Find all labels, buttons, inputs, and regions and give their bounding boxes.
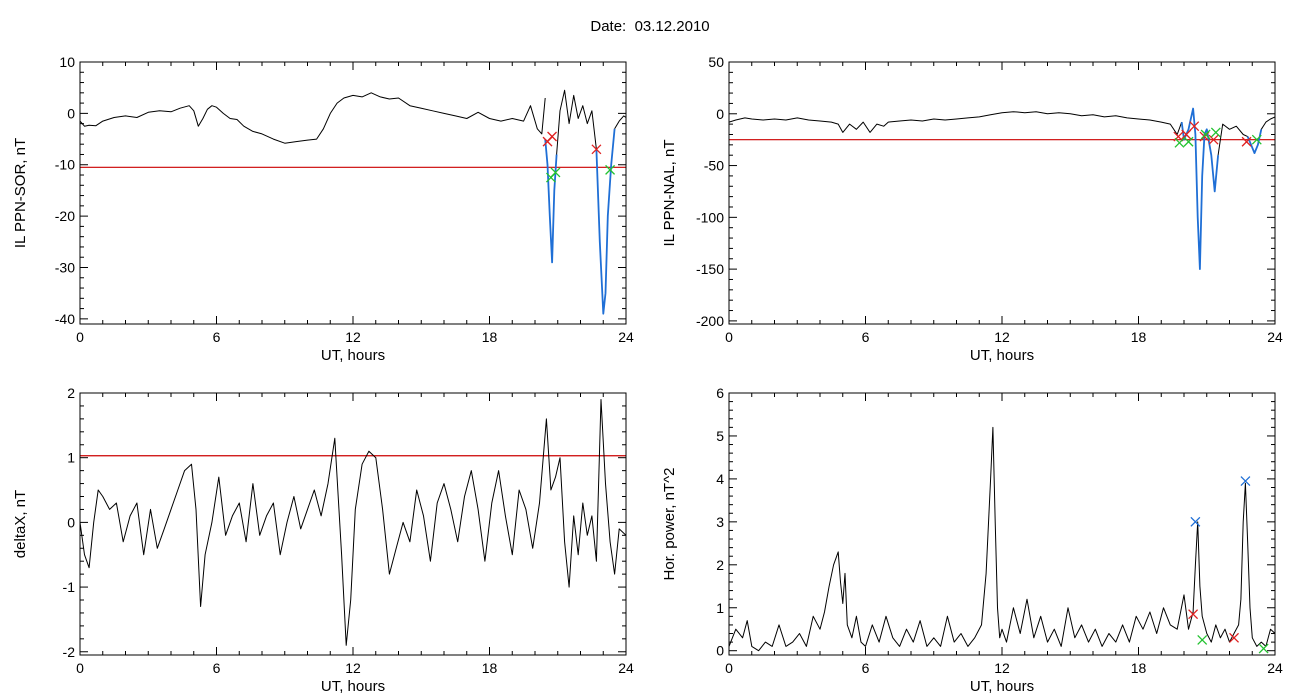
event-marker bbox=[1200, 129, 1211, 140]
x-tick-label: 12 bbox=[994, 329, 1010, 345]
x-tick-label: 0 bbox=[725, 660, 733, 676]
series-line-1 bbox=[1180, 107, 1219, 271]
y-tick-label: 10 bbox=[59, 54, 75, 70]
event-marker bbox=[547, 131, 558, 142]
x-tick-label: 18 bbox=[482, 329, 498, 345]
event-marker bbox=[1197, 635, 1208, 645]
series-line-4 bbox=[1260, 116, 1275, 130]
x-tick-label: 24 bbox=[1267, 660, 1283, 676]
y-tick-label: 0 bbox=[67, 105, 75, 121]
series-line-0 bbox=[80, 399, 626, 646]
panel-nal: 0 6 12 18 24 50 0 -50 -100 -150 -200 UT, hours IL PP… bbox=[661, 54, 1283, 364]
y-tick-label: 1 bbox=[716, 600, 724, 616]
y-tick-label: 2 bbox=[716, 557, 724, 573]
panel-sor: 0 6 12 18 24 10 0 -10 -20 -30 -40 UT, hours IL PPN-S… bbox=[12, 54, 634, 364]
event-marker bbox=[1189, 121, 1200, 132]
y-tick-label: -30 bbox=[55, 259, 75, 275]
x-tick-label: 6 bbox=[862, 660, 870, 676]
x-tick-label: 0 bbox=[76, 329, 84, 345]
y-tick-label: 2 bbox=[67, 385, 75, 401]
y-axis-label: IL PPN-NAL, nT bbox=[661, 140, 678, 247]
x-tick-label: 6 bbox=[213, 329, 221, 345]
x-axis-label: UT, hours bbox=[321, 678, 385, 695]
event-marker bbox=[1229, 632, 1240, 643]
y-tick-label: -100 bbox=[696, 209, 724, 225]
y-tick-label: 1 bbox=[67, 450, 75, 466]
series-line-2 bbox=[556, 89, 597, 155]
x-tick-label: 18 bbox=[1131, 329, 1147, 345]
x-tick-label: 24 bbox=[618, 660, 634, 676]
x-axis-label: UT, hours bbox=[970, 347, 1034, 364]
x-tick-label: 12 bbox=[994, 660, 1010, 676]
event-marker bbox=[1208, 134, 1219, 145]
series-line-3 bbox=[1246, 129, 1263, 155]
y-tick-label: -40 bbox=[55, 311, 75, 327]
event-marker bbox=[1183, 136, 1194, 147]
y-tick-label: 0 bbox=[67, 514, 75, 530]
event-marker bbox=[1199, 131, 1210, 142]
x-tick-label: 0 bbox=[76, 660, 84, 676]
y-tick-label: -200 bbox=[696, 313, 724, 329]
event-marker bbox=[1188, 609, 1199, 620]
event-marker bbox=[1173, 131, 1184, 142]
plot-frame bbox=[728, 61, 1276, 325]
y-tick-label: -2 bbox=[63, 644, 76, 660]
event-marker bbox=[1174, 137, 1185, 148]
x-tick-label: 24 bbox=[618, 329, 634, 345]
x-axis-label: UT, hours bbox=[321, 347, 385, 364]
date-value: 03.12.2010 bbox=[634, 18, 710, 35]
y-tick-label: 0 bbox=[716, 106, 724, 122]
event-marker bbox=[1251, 134, 1262, 145]
y-axis-label: deltaX, nT bbox=[12, 490, 29, 558]
plot-frame bbox=[79, 61, 627, 325]
series-line-2 bbox=[1217, 123, 1248, 156]
x-tick-label: 12 bbox=[345, 329, 361, 345]
y-tick-label: 6 bbox=[716, 385, 724, 401]
x-tick-label: 6 bbox=[213, 660, 221, 676]
x-tick-label: 6 bbox=[862, 329, 870, 345]
x-tick-label: 18 bbox=[1131, 660, 1147, 676]
event-marker bbox=[605, 164, 616, 175]
y-tick-label: -1 bbox=[63, 579, 76, 595]
panel-power: 0 6 12 18 24 6 5 4 3 2 1 0 UT, hours Hor. power, nT^2 bbox=[661, 385, 1283, 695]
y-tick-label: -10 bbox=[55, 157, 75, 173]
date-label: Date: bbox=[590, 18, 627, 35]
y-tick-label: 5 bbox=[716, 428, 724, 444]
event-marker bbox=[1210, 127, 1221, 138]
event-marker bbox=[1181, 129, 1192, 140]
event-marker bbox=[591, 144, 602, 155]
event-marker bbox=[1241, 136, 1252, 147]
series-line-1 bbox=[544, 139, 558, 264]
x-tick-label: 18 bbox=[482, 660, 498, 676]
series-line-0 bbox=[729, 111, 1183, 135]
plot-frame bbox=[79, 392, 627, 656]
y-tick-label: 4 bbox=[716, 471, 724, 487]
panel-deltax: 0 6 12 18 24 2 1 0 -1 -2 UT, hours deltaX, nT bbox=[12, 385, 634, 695]
series-line-0 bbox=[729, 426, 1275, 652]
y-tick-label: 50 bbox=[708, 54, 724, 70]
event-marker bbox=[1258, 643, 1269, 654]
event-marker bbox=[1190, 516, 1201, 527]
x-tick-label: 24 bbox=[1267, 329, 1283, 345]
y-axis-label: IL PPN-SOR, nT bbox=[12, 138, 29, 248]
y-tick-label: -150 bbox=[696, 261, 724, 277]
x-tick-label: 0 bbox=[725, 329, 733, 345]
series-line-4 bbox=[614, 115, 626, 130]
figure-title: Date: 03.12.2010 bbox=[0, 18, 1300, 35]
y-tick-label: 3 bbox=[716, 514, 724, 530]
x-tick-label: 12 bbox=[345, 660, 361, 676]
y-tick-label: -50 bbox=[704, 158, 724, 174]
y-tick-label: 0 bbox=[716, 643, 724, 659]
event-marker bbox=[550, 167, 561, 178]
series-line-3 bbox=[595, 128, 616, 315]
event-marker bbox=[1240, 476, 1251, 487]
y-axis-label: Hor. power, nT^2 bbox=[661, 468, 678, 581]
y-tick-label: -20 bbox=[55, 208, 75, 224]
series-line-0 bbox=[80, 92, 546, 144]
x-axis-label: UT, hours bbox=[970, 678, 1034, 695]
